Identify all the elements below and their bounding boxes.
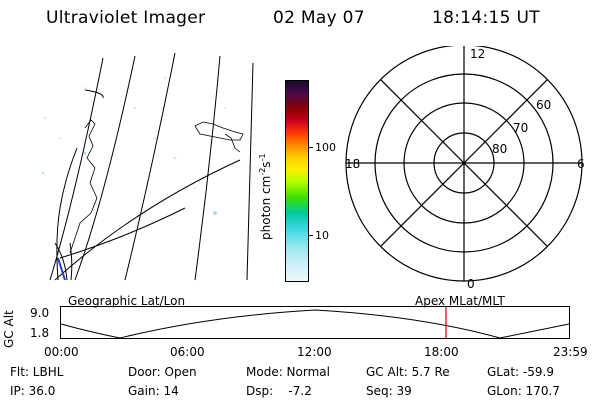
- colorbar-tick-100: [308, 147, 313, 148]
- geographic-label: Geographic Lat/Lon: [68, 294, 186, 308]
- colorbar-label-100: 100: [315, 141, 336, 154]
- polar-diagonal-2: [380, 79, 548, 247]
- longitude-grid: [49, 52, 254, 281]
- gc-alt-axis-title: GC Alt: [2, 310, 16, 348]
- terminator-edge: [57, 257, 66, 281]
- mlt-label-18: 18: [345, 157, 361, 171]
- mlat-label-60: 60: [536, 98, 552, 112]
- unit-s: s: [259, 161, 273, 168]
- mlt-label-6: 6: [577, 157, 585, 171]
- y-tick-1.8: 1.8: [30, 326, 50, 340]
- instrument-title: Ultraviolet Imager: [46, 8, 206, 28]
- status-mode: Mode: Normal: [246, 365, 330, 379]
- latitude-grid: [54, 89, 241, 281]
- status-gc-alt: GC Alt: 5.7 Re: [366, 365, 450, 379]
- mlt-label-0: 0: [467, 277, 475, 291]
- status-seq: Seq: 39: [366, 384, 412, 398]
- mlt-label-12: 12: [470, 47, 486, 61]
- time-label: 18:14:15 UT: [432, 8, 540, 28]
- status-gain: Gain: 14: [128, 384, 179, 398]
- status-glat: GLat: -59.9: [487, 365, 554, 379]
- status-dsp: Dsp: -7.2: [246, 384, 312, 398]
- y-tick-9: 9.0: [30, 306, 50, 320]
- timeline-frame: [60, 306, 570, 339]
- status-ip: IP: 36.0: [10, 384, 56, 398]
- coastline: [69, 119, 244, 254]
- date-label: 02 May 07: [273, 8, 365, 28]
- x-tick-0000: 00:00: [44, 345, 79, 359]
- x-tick-1800: 18:00: [424, 345, 459, 359]
- mlat-label-70: 70: [513, 121, 529, 135]
- x-tick-2359: 23:59: [553, 345, 588, 359]
- status-filter: Flt: LBHL: [10, 365, 64, 379]
- unit-exp-cm: -2: [258, 167, 267, 176]
- status-door: Door: Open: [128, 365, 197, 379]
- apex-label: Apex MLat/MLT: [415, 294, 505, 308]
- geographic-image-panel: [41, 52, 254, 281]
- mlat-label-80: 80: [492, 142, 508, 156]
- colorbar-tick-10: [308, 235, 313, 236]
- colorbar-unit-label: photon cm-2s-1: [258, 153, 273, 240]
- x-tick-0600: 06:00: [170, 345, 205, 359]
- orbit-timeline: [60, 306, 570, 339]
- unit-base: photon cm: [259, 175, 273, 240]
- background-noise: [41, 76, 242, 240]
- altitude-curve: [60, 309, 570, 339]
- colorbar: [285, 80, 309, 282]
- x-tick-1200: 12:00: [297, 345, 332, 359]
- unit-exp-s: -1: [258, 153, 267, 162]
- polar-mlat-mlt-plot: [345, 46, 583, 282]
- status-glon: GLon: 170.7: [487, 384, 560, 398]
- colorbar-label-10: 10: [315, 229, 329, 242]
